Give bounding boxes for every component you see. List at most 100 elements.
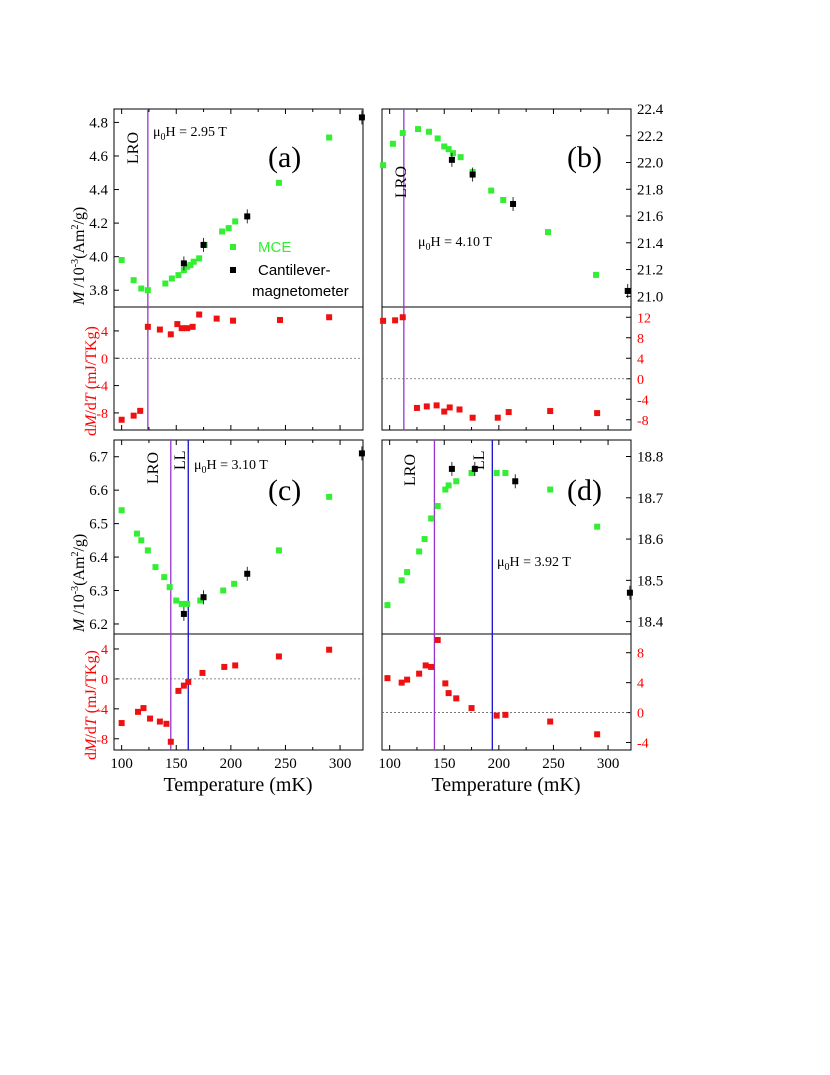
cantilever-point-c-3: [358, 450, 365, 457]
legend-cantilever-label-2: magnetometer: [252, 283, 349, 300]
cantilever-point-a-0: [180, 260, 187, 267]
mce-point-d-3: [416, 548, 423, 555]
y-tick-label-bottom-a-2: 0: [101, 352, 108, 367]
y-tick-label-top-a-1: 4.0: [89, 250, 108, 266]
y-tick-label-top-a-0: 3.8: [89, 283, 108, 299]
y-tick-label-bottom-c-0: -8: [96, 733, 108, 748]
y-tick-label-bottom-b-5: 12: [637, 311, 651, 326]
dmdt-point-d-11: [493, 712, 500, 719]
dmdt-point-b-9: [469, 414, 476, 421]
y-tick-label-top-c-4: 6.6: [89, 483, 108, 499]
dmdt-point-b-10: [494, 414, 501, 421]
mce-point-b-12: [500, 196, 507, 203]
dmdt-point-b-1: [392, 317, 399, 324]
y-tick-label-top-a-2: 4.2: [89, 216, 108, 232]
mce-point-a-13: [219, 228, 226, 235]
dmdt-point-d-12: [502, 711, 509, 718]
cantilever-point-a-1: [200, 241, 207, 248]
y-axis-label-magnetization-top: M /10-3(Am2/g): [70, 207, 88, 306]
y-tick-label-bottom-a-0: -8: [96, 407, 108, 422]
mce-point-c-14: [326, 493, 333, 500]
mce-point-d-7: [442, 486, 449, 493]
mce-point-a-3: [144, 287, 151, 294]
panel-a-field-text: μ0H = 2.95 T: [153, 125, 227, 143]
mce-point-d-6: [434, 503, 441, 510]
panel-c-frame: [113, 439, 364, 751]
dmdt-point-b-8: [456, 406, 463, 413]
mce-point-c-13: [275, 547, 282, 554]
panel-b-bottom-frame: [381, 306, 632, 431]
dmdt-point-b-3: [413, 404, 420, 411]
mce-point-a-15: [232, 218, 239, 225]
mce-point-c-2: [138, 537, 145, 544]
y-axis-label-magnetization-bottom: M /10-3(Am2/g): [70, 534, 88, 633]
dmdt-point-c-6: [167, 738, 174, 745]
y-tick-label-top-b-4: 21.8: [637, 182, 663, 198]
y-tick-label-bottom-b-3: 4: [637, 352, 644, 367]
y-tick-label-bottom-c-2: 0: [101, 673, 108, 688]
y-tick-label-bottom-b-0: -8: [637, 414, 649, 429]
x-axis-label-left: Temperature (mK): [163, 774, 312, 796]
x-tick-label-c-300: 300: [329, 756, 352, 772]
dmdt-point-d-4: [422, 662, 429, 669]
y-tick-label-top-c-5: 6.7: [89, 450, 108, 466]
y-axis-label-dmdt-bottom: dM/dT (mJ/TKg): [83, 650, 100, 760]
dmdt-point-a-12: [230, 317, 237, 324]
panel-b-field-text: μ0H = 4.10 T: [418, 235, 492, 253]
panel-d-frame: [381, 439, 632, 751]
panel-d-bottom-frame: [381, 633, 632, 751]
mce-point-b-4: [425, 128, 432, 135]
legend: MCE Cantilever- magnetometer: [230, 239, 349, 300]
y-tick-label-top-d-4: 18.8: [637, 450, 663, 466]
x-tick-label-c-250: 250: [274, 756, 297, 772]
dmdt-point-b-12: [547, 408, 554, 415]
panel-a-label: (a): [268, 141, 301, 174]
mce-point-d-1: [398, 577, 405, 584]
mce-point-b-0: [380, 162, 387, 169]
panel-c: 100 150 200 250 300 6.2 6.3 6.4 6.5 6.6 6.7 -8 -4 0 4: [89, 440, 365, 772]
cantilever-point-a-2: [244, 213, 251, 220]
panel-a-frame: [113, 108, 364, 431]
y-tick-label-top-a-5: 4.8: [89, 115, 108, 131]
mce-point-b-1: [389, 140, 396, 147]
y-tick-label-bottom-d-1: 0: [637, 707, 644, 722]
lro-label-b: LRO: [393, 166, 410, 198]
panel-d-field-text: μ0H = 3.92 T: [497, 555, 571, 573]
dmdt-point-c-7: [175, 687, 182, 694]
mce-point-b-6: [441, 143, 448, 150]
dmdt-point-c-14: [326, 646, 333, 653]
cantilever-point-d-0: [448, 465, 455, 472]
mce-point-c-5: [161, 574, 168, 581]
mce-point-b-3: [415, 126, 422, 133]
mce-point-b-13: [545, 229, 551, 236]
mce-point-d-8: [445, 482, 452, 489]
cantilever-point-c-2: [244, 570, 251, 577]
panel-b-label: (b): [567, 141, 602, 174]
dmdt-point-c-2: [140, 705, 147, 712]
mce-point-a-6: [175, 272, 182, 279]
mce-point-a-5: [168, 275, 175, 282]
y-tick-label-bottom-a-3: 4: [101, 325, 108, 340]
dmdt-point-c-10: [199, 669, 206, 676]
x-tick-label-d-250: 250: [542, 756, 565, 772]
x-tick-label-c-200: 200: [220, 756, 243, 772]
mce-point-d-11: [493, 470, 500, 477]
legend-cantilever-marker: [230, 267, 236, 273]
dmdt-point-a-7: [178, 325, 185, 332]
dmdt-point-c-12: [232, 662, 239, 669]
mce-point-a-4: [162, 280, 169, 287]
cantilever-point-b-2: [510, 200, 517, 207]
y-tick-label-top-b-5: 22.0: [637, 156, 663, 172]
dmdt-point-a-10: [196, 311, 203, 318]
mce-point-d-14: [594, 523, 601, 530]
dmdt-point-c-9: [185, 678, 192, 685]
y-tick-label-bottom-d-3: 8: [637, 647, 644, 662]
dmdt-point-c-1: [135, 708, 142, 715]
lro-label-d: LRO: [402, 454, 419, 486]
mce-point-c-6: [166, 584, 173, 591]
y-tick-label-top-d-0: 18.4: [637, 615, 664, 631]
dmdt-point-b-0: [380, 317, 387, 324]
dmdt-point-c-13: [275, 653, 282, 660]
mce-point-d-10: [468, 470, 475, 477]
mce-point-a-10: [190, 258, 197, 265]
